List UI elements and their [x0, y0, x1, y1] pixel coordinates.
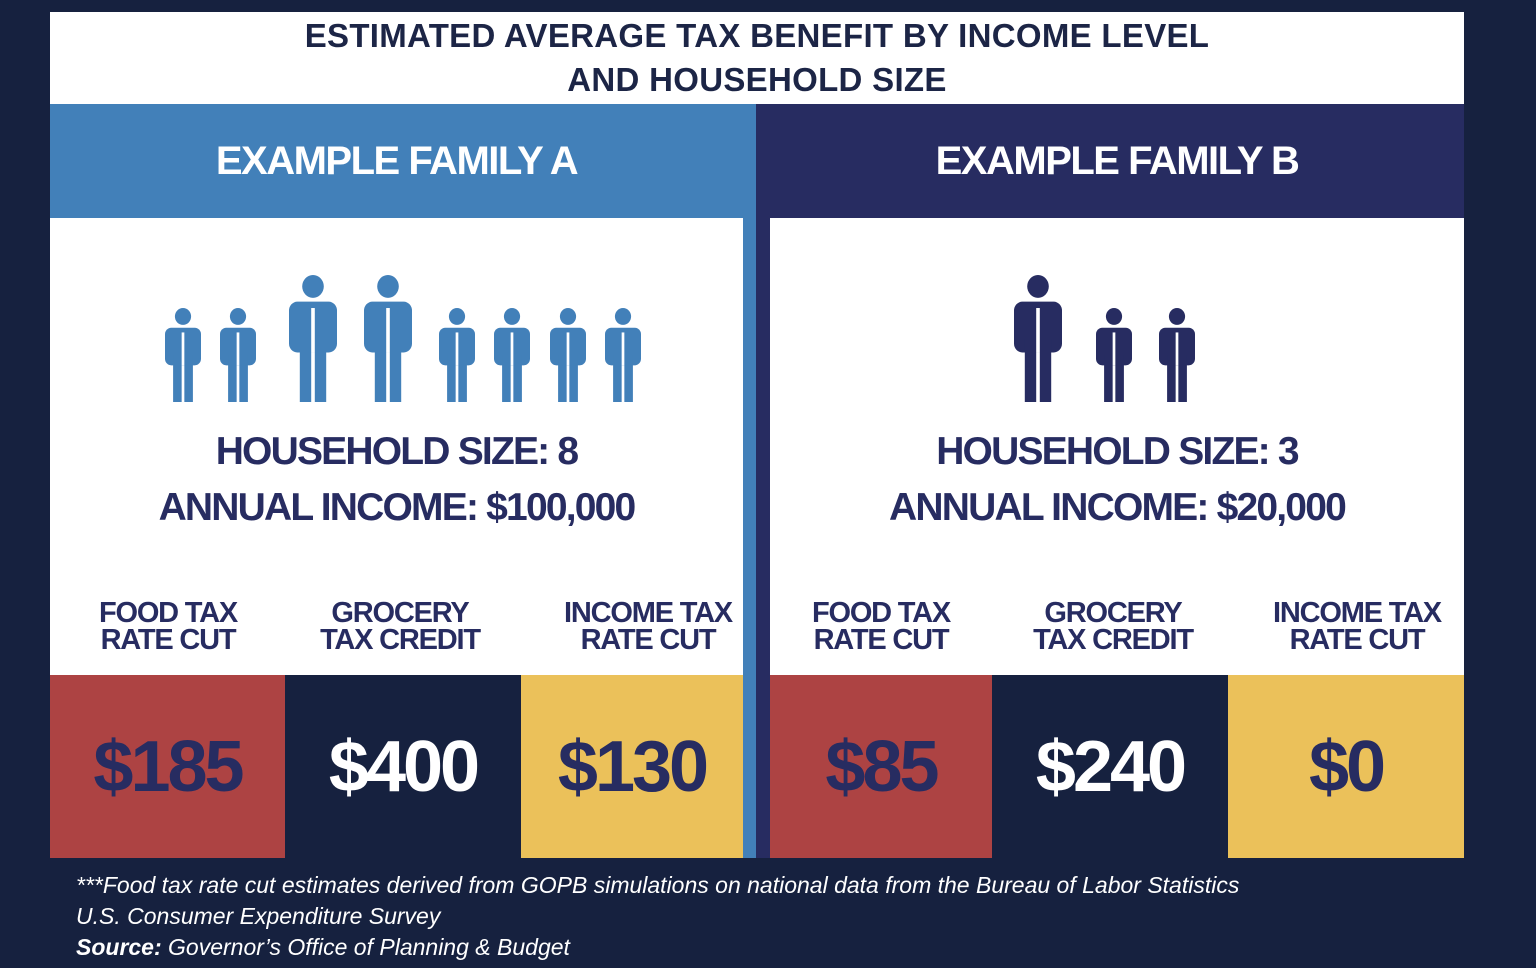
family-a-grocery-credit-label: GROCERY TAX CREDIT: [320, 597, 481, 656]
family-a-household-size: HOUSEHOLD SIZE: 8: [215, 430, 579, 473]
footnote-source: Source: Governor’s Office of Planning & …: [76, 932, 570, 963]
family-a-income-tax-value: $130: [521, 675, 743, 858]
person-icon: [1159, 308, 1195, 402]
title-line-2: AND HOUSEHOLD SIZE: [567, 61, 947, 98]
family-b-income-tax-label: INCOME TAX RATE CUT: [1273, 597, 1442, 656]
person-icon: [289, 275, 337, 402]
person-icon: [220, 308, 256, 402]
family-b-header: EXAMPLE FAMILY B: [770, 104, 1464, 218]
family-a-header: EXAMPLE FAMILY A: [50, 104, 743, 218]
family-b-food-tax-value: $85: [770, 675, 992, 858]
family-b-food-tax-label: FOOD TAX RATE CUT: [811, 597, 951, 656]
family-b-income-tax-value: $0: [1228, 675, 1464, 858]
family-a-annual-income: ANNUAL INCOME: $100,000: [158, 486, 637, 529]
family-b-annual-income: ANNUAL INCOME: $20,000: [889, 486, 1347, 529]
source-label: Source:: [76, 934, 162, 960]
footnote-line-2: U.S. Consumer Expenditure Survey: [76, 903, 441, 929]
panel-b-divider: [756, 104, 770, 858]
family-b-household-size: HOUSEHOLD SIZE: 3: [936, 430, 1299, 473]
person-icon: [439, 308, 475, 402]
family-b-grocery-credit-label: GROCERY TAX CREDIT: [1033, 597, 1194, 656]
person-icon: [605, 308, 641, 402]
footnote-line-1: ***Food tax rate cut estimates derived f…: [76, 872, 1240, 898]
family-a-food-tax-value: $185: [50, 675, 285, 858]
person-icon: [1096, 308, 1132, 402]
person-icon: [550, 308, 586, 402]
person-icon: [494, 308, 530, 402]
person-icon: [1014, 275, 1062, 402]
family-b-grocery-credit-value: $240: [992, 675, 1228, 858]
family-a-people: [50, 270, 743, 405]
family-a-grocery-credit-value: $400: [285, 675, 521, 858]
family-a-income-tax-label: INCOME TAX RATE CUT: [564, 597, 733, 656]
source-text: Governor’s Office of Planning & Budget: [161, 934, 570, 960]
family-b-people: [770, 270, 1464, 405]
family-b-panel: EXAMPLE FAMILY B HOUSEHOLD SIZE: 3 ANNUA…: [770, 104, 1464, 858]
person-icon: [364, 275, 412, 402]
person-icon: [165, 308, 201, 402]
family-a-panel: EXAMPLE FAMILY A HOUSEHOLD SIZE: 8 ANNUA…: [50, 104, 743, 858]
panel-a-divider: [743, 104, 756, 858]
title-line-1: ESTIMATED AVERAGE TAX BENEFIT BY INCOME …: [304, 17, 1210, 54]
family-a-food-tax-label: FOOD TAX RATE CUT: [98, 597, 238, 656]
infographic-title: ESTIMATED AVERAGE TAX BENEFIT BY INCOME …: [50, 12, 1464, 104]
